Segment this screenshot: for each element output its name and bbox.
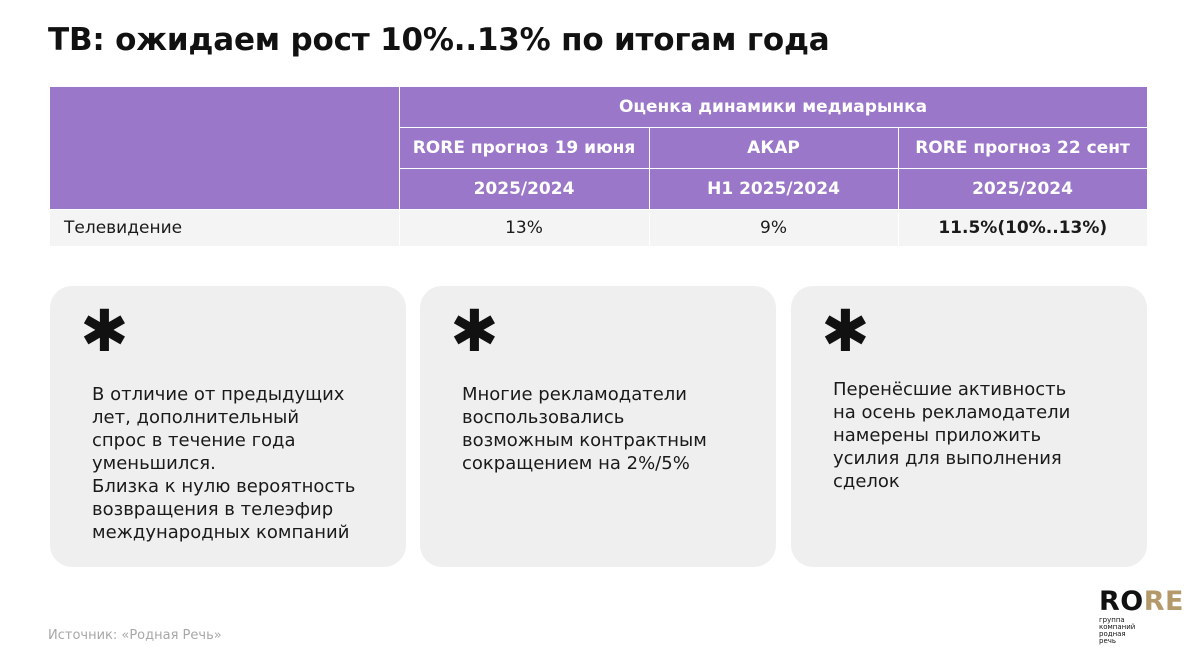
table-cell: 9%	[648, 209, 898, 246]
table-cell: 13%	[398, 209, 649, 246]
column-period: 2025/2024	[398, 168, 650, 210]
logo-wordmark: RORE	[1099, 586, 1184, 617]
column-header: RORE прогноз 19 июня	[398, 127, 650, 169]
asterisk-icon: ✱	[80, 297, 129, 365]
card-text: В отличие от предыдущих лет, дополнитель…	[92, 384, 356, 543]
column-header: RORE прогноз 22 сент	[897, 127, 1148, 169]
card-text: Перенёсшие активность на осень рекламода…	[833, 379, 1071, 492]
logo-tagline: группа компаний родная речь	[1099, 616, 1136, 645]
insight-card: ✱ В отличие от предыдущих лет, дополните…	[50, 286, 406, 567]
media-dynamics-table: Оценка динамики медиарынка RORE прогноз …	[50, 86, 1148, 246]
table-group-header: Оценка динамики медиарынка	[398, 86, 1148, 128]
asterisk-icon: ✱	[821, 297, 870, 365]
page-title: ТВ: ожидаем рост 10%..13% по итогам года	[48, 22, 830, 58]
insight-card: ✱ Многие рекламодатели воспользовались в…	[420, 286, 776, 567]
asterisk-icon: ✱	[450, 297, 499, 365]
card-text: Многие рекламодатели воспользовались воз…	[462, 384, 707, 474]
column-period: 2025/2024	[897, 168, 1148, 210]
row-label: Телевидение	[50, 209, 399, 246]
insight-card: ✱ Перенёсшие активность на осень рекламо…	[791, 286, 1147, 567]
table-cell: 11.5%(10%..13%)	[897, 209, 1148, 246]
table-corner-cell	[50, 86, 400, 210]
source-note: Источник: «Родная Речь»	[48, 628, 222, 643]
column-period: H1 2025/2024	[648, 168, 899, 210]
column-header: АКАР	[648, 127, 899, 169]
table-row: Телевидение 13% 9% 11.5%(10%..13%)	[50, 209, 1148, 246]
rore-logo: RORE группа компаний родная речь	[1099, 588, 1184, 645]
